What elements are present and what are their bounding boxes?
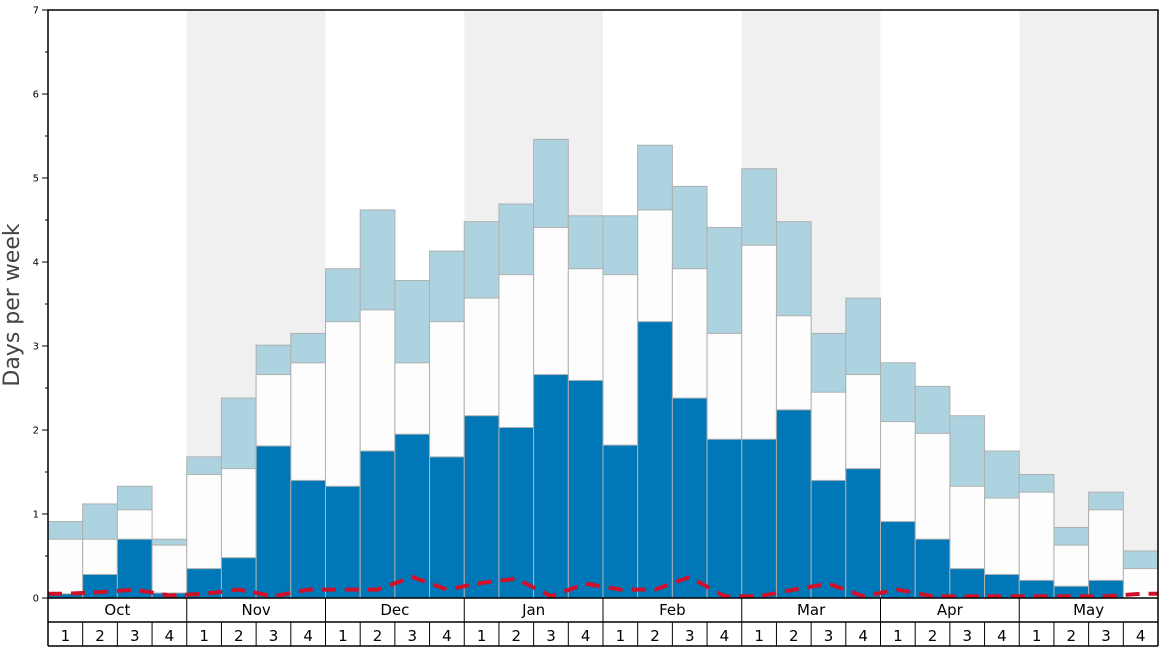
y-tick-label: 2 bbox=[33, 426, 39, 437]
y-tick-label: 4 bbox=[33, 258, 39, 269]
week-label: 4 bbox=[442, 627, 452, 645]
week-label: 4 bbox=[581, 627, 591, 645]
week-label: 2 bbox=[650, 627, 660, 645]
bar-dark-oct-3 bbox=[116, 538, 153, 599]
bar-dark-apr-1 bbox=[880, 521, 916, 599]
y-tick-label: 6 bbox=[33, 90, 39, 101]
week-label: 2 bbox=[234, 627, 244, 645]
month-label-dec: Dec bbox=[380, 601, 409, 619]
week-label: 1 bbox=[61, 627, 71, 645]
week-label: 2 bbox=[789, 627, 799, 645]
month-label-oct: Oct bbox=[104, 601, 130, 619]
bar-dark-apr-3 bbox=[949, 568, 986, 599]
y-tick-label: 0 bbox=[33, 594, 39, 605]
week-label: 1 bbox=[338, 627, 348, 645]
week-label: 1 bbox=[893, 627, 903, 645]
bar-dark-apr-2 bbox=[914, 538, 951, 599]
x-axis: Oct Nov Dec Jan Feb Mar Apr May 1 2 3 4 1 2 3 4 1 2 3 4 1 2 3 4… bbox=[47, 598, 1159, 647]
week-label: 4 bbox=[720, 627, 730, 645]
week-label: 4 bbox=[1136, 627, 1146, 645]
bar-dark-dec-2 bbox=[359, 450, 396, 599]
bar-dark-jan-2 bbox=[498, 426, 535, 599]
month-label-mar: Mar bbox=[797, 601, 826, 619]
week-label: 2 bbox=[95, 627, 105, 645]
bar-dark-feb-4 bbox=[706, 438, 743, 599]
week-label: 3 bbox=[269, 627, 279, 645]
week-label: 3 bbox=[824, 627, 834, 645]
dashed-series bbox=[48, 574, 1158, 599]
y-tick-label: 5 bbox=[33, 174, 39, 185]
bar-dark-feb-3 bbox=[671, 397, 708, 599]
month-label-jan: Jan bbox=[521, 601, 545, 619]
week-label: 1 bbox=[199, 627, 209, 645]
bar-dark-jan-3 bbox=[533, 374, 569, 599]
week-label: 4 bbox=[997, 627, 1007, 645]
y-tick-label: 3 bbox=[33, 342, 39, 353]
bar-dark-nov-4 bbox=[290, 479, 326, 599]
week-label: 3 bbox=[1101, 627, 1111, 645]
bar-white-oct-1 bbox=[47, 538, 84, 599]
week-label: 3 bbox=[546, 627, 556, 645]
week-label: 2 bbox=[373, 627, 383, 645]
week-label: 1 bbox=[1032, 627, 1042, 645]
bar-dark-jan-4 bbox=[567, 379, 604, 599]
week-label: 2 bbox=[928, 627, 938, 645]
bars bbox=[47, 138, 1159, 599]
week-label: 3 bbox=[685, 627, 695, 645]
week-label: 1 bbox=[616, 627, 626, 645]
week-label: 3 bbox=[962, 627, 972, 645]
week-label: 4 bbox=[165, 627, 175, 645]
y-tick-label: 1 bbox=[33, 510, 39, 521]
bar-dark-mar-1 bbox=[741, 438, 777, 599]
bar-dark-nov-2 bbox=[220, 557, 257, 599]
bar-dark-dec-4 bbox=[429, 456, 465, 599]
week-label: 3 bbox=[130, 627, 140, 645]
bar-dark-dec-1 bbox=[325, 485, 361, 599]
week-label: 4 bbox=[303, 627, 313, 645]
month-label-nov: Nov bbox=[241, 601, 270, 619]
week-label: 1 bbox=[477, 627, 487, 645]
bar-dark-mar-3 bbox=[810, 479, 847, 599]
month-label-apr: Apr bbox=[937, 601, 964, 619]
y-axis-label: Days per week bbox=[0, 223, 25, 386]
week-label: 3 bbox=[407, 627, 417, 645]
week-label: 2 bbox=[512, 627, 522, 645]
bar-dark-jan-1 bbox=[463, 415, 500, 599]
week-label: 2 bbox=[1067, 627, 1077, 645]
bar-dark-mar-2 bbox=[775, 409, 812, 599]
month-label-may: May bbox=[1073, 601, 1104, 619]
bar-dark-oct-2 bbox=[82, 573, 118, 599]
month-label-feb: Feb bbox=[659, 601, 686, 619]
bar-dark-feb-1 bbox=[602, 444, 639, 599]
bar-dark-mar-4 bbox=[845, 468, 881, 599]
y-tick-label: 7 bbox=[33, 6, 39, 17]
bar-dark-dec-3 bbox=[394, 433, 431, 599]
bar-white-oct-4 bbox=[151, 544, 188, 599]
week-label: 1 bbox=[754, 627, 764, 645]
bar-dark-nov-3 bbox=[255, 445, 292, 599]
y-axis: 0 1 2 3 4 5 6 7 bbox=[33, 6, 48, 605]
bar-dark-feb-2 bbox=[637, 321, 673, 599]
dashed-line bbox=[48, 574, 1158, 599]
week-label: 4 bbox=[858, 627, 868, 645]
